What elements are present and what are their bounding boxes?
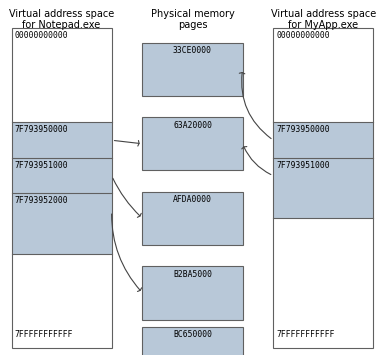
Text: 7F793951000: 7F793951000	[276, 161, 330, 170]
Text: Virtual address space
for Notepad.exe: Virtual address space for Notepad.exe	[9, 9, 114, 31]
Bar	[12, 28, 112, 348]
Text: 7FFFFFFFFFFF: 7FFFFFFFFFFF	[276, 330, 335, 339]
Bar	[142, 327, 243, 355]
Text: AFDA0000: AFDA0000	[173, 195, 212, 204]
Text: 7FFFFFFFFFFF: 7FFFFFFFFFFF	[15, 330, 73, 339]
Text: 7F793952000: 7F793952000	[15, 196, 68, 205]
Text: 00000000000: 00000000000	[15, 31, 68, 40]
Bar	[142, 266, 243, 320]
Text: Physical memory
pages: Physical memory pages	[151, 9, 234, 31]
Bar	[273, 122, 373, 218]
Text: BC650000: BC650000	[173, 330, 212, 339]
Bar	[142, 43, 243, 96]
Text: 33CE0000: 33CE0000	[173, 46, 212, 55]
Bar	[142, 117, 243, 170]
Text: 63A20000: 63A20000	[173, 121, 212, 130]
Bar	[12, 122, 112, 254]
Text: Virtual address space
for MyApp.exe: Virtual address space for MyApp.exe	[271, 9, 376, 31]
Text: 7F793950000: 7F793950000	[15, 125, 68, 134]
Text: 00000000000: 00000000000	[276, 31, 330, 40]
Text: 7F793950000: 7F793950000	[276, 125, 330, 134]
Text: B2BA5000: B2BA5000	[173, 270, 212, 279]
Bar	[142, 192, 243, 245]
Text: 7F793951000: 7F793951000	[15, 161, 68, 170]
Bar	[273, 28, 373, 348]
